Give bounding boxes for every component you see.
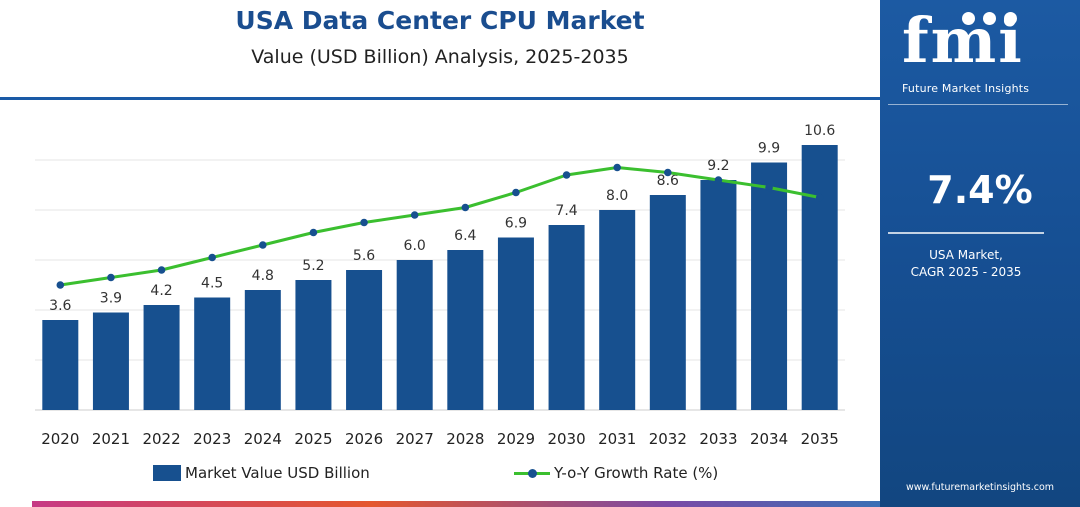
bar xyxy=(346,270,383,410)
bar-value-label: 8.0 xyxy=(606,188,628,204)
bar-value-label: 9.2 xyxy=(707,158,729,174)
bar-value-label: 4.8 xyxy=(252,268,274,284)
x-tick-label: 2028 xyxy=(446,430,484,448)
bar xyxy=(42,320,79,410)
bottom-color-strip xyxy=(32,501,880,507)
growth-rate-point xyxy=(765,183,773,192)
bar xyxy=(751,162,788,410)
bar xyxy=(143,305,180,410)
bar-value-label: 3.6 xyxy=(49,298,71,314)
logo-globe-icon xyxy=(983,12,996,25)
growth-rate-point xyxy=(107,273,115,282)
bar-value-label: 6.9 xyxy=(505,216,527,232)
growth-rate-point xyxy=(815,193,824,202)
bar xyxy=(396,260,433,410)
bar-value-label: 6.0 xyxy=(404,238,426,254)
growth-rate-line xyxy=(60,166,820,287)
growth-rate-point xyxy=(410,211,419,219)
growth-rate-point xyxy=(562,171,571,179)
growth-rate-point xyxy=(461,203,470,212)
bar-line-chart: 3.6 2020 3.9 2021 4.2 2022 4.5 2023 4.8 2024 5.2 20… xyxy=(35,123,845,448)
x-tick-label: 2033 xyxy=(699,430,737,448)
x-tick-label: 2035 xyxy=(801,430,839,448)
bar xyxy=(649,195,686,410)
bar-value-label: 7.4 xyxy=(555,203,577,219)
logo-person-icon xyxy=(962,12,975,25)
cagr-value: 7.4% xyxy=(927,168,1033,212)
bar-value-label: 8.6 xyxy=(657,173,679,189)
legend-item-line: Y-o-Y Growth Rate (%) xyxy=(514,464,718,482)
logo-icons xyxy=(962,12,1017,25)
bar xyxy=(497,237,534,410)
legend-bar-label: Market Value USD Billion xyxy=(185,464,370,482)
x-tick-label: 2031 xyxy=(598,430,636,448)
growth-rate-point xyxy=(309,228,318,237)
x-tick-label: 2027 xyxy=(396,430,434,448)
bar-value-label: 9.9 xyxy=(758,141,780,157)
bar xyxy=(599,210,636,410)
bar-value-label: 10.6 xyxy=(804,123,835,139)
growth-rate-point xyxy=(259,241,267,249)
legend-item-bar: Market Value USD Billion xyxy=(153,464,370,482)
bar-value-label: 5.2 xyxy=(302,258,324,274)
bar-value-label: 3.9 xyxy=(100,291,122,307)
website-url: www.futuremarketinsights.com xyxy=(905,482,1055,493)
x-tick-label: 2022 xyxy=(142,430,180,448)
bar-value-label: 5.6 xyxy=(353,248,375,264)
x-tick-label: 2021 xyxy=(92,430,130,448)
logo-wordmark: fmi xyxy=(902,4,1024,77)
x-tick-label: 2034 xyxy=(750,430,788,448)
bar xyxy=(194,297,231,410)
bar xyxy=(548,225,585,410)
chart-title: USA Data Center CPU Market xyxy=(235,6,645,35)
fmi-logo: fmi Future Market Insights xyxy=(902,6,1072,98)
growth-rate-point xyxy=(56,281,65,289)
x-tick-label: 2026 xyxy=(345,430,383,448)
side-panel: fmi Future Market Insights 7.4% USA Mark… xyxy=(880,0,1080,507)
x-tick-label: 2030 xyxy=(547,430,585,448)
growth-rate-point xyxy=(512,188,520,197)
bar xyxy=(447,250,484,410)
x-tick-label: 2032 xyxy=(649,430,687,448)
bar xyxy=(700,180,737,410)
chart-legend: Market Value USD Billion Y-o-Y Growth Ra… xyxy=(0,462,880,486)
bar-value-label: 4.2 xyxy=(150,283,172,299)
chart-subtitle: Value (USD Billion) Analysis, 2025-2035 xyxy=(251,46,629,68)
x-tick-label: 2023 xyxy=(193,430,231,448)
bar xyxy=(801,145,838,410)
cagr-divider xyxy=(888,232,1044,234)
growth-rate-point xyxy=(714,176,723,184)
bar-value-label: 6.4 xyxy=(454,228,476,244)
logo-divider xyxy=(888,104,1068,105)
x-tick-label: 2029 xyxy=(497,430,535,448)
x-tick-label: 2020 xyxy=(41,430,79,448)
bar xyxy=(244,290,281,410)
growth-rate-point xyxy=(613,163,621,172)
x-tick-label: 2024 xyxy=(244,430,282,448)
cagr-label-line2: CAGR 2025 - 2035 xyxy=(910,265,1022,279)
cagr-label: USA Market, CAGR 2025 - 2035 xyxy=(880,247,1052,281)
legend-line-swatch xyxy=(514,465,550,481)
growth-rate-point xyxy=(157,266,166,274)
bar xyxy=(92,312,129,410)
logo-chart-icon xyxy=(1004,12,1017,25)
bar-value-label: 4.5 xyxy=(201,276,223,292)
cagr-label-line1: USA Market, xyxy=(929,248,1003,262)
legend-line-label: Y-o-Y Growth Rate (%) xyxy=(554,464,719,482)
title-divider xyxy=(0,97,880,100)
logo-subtext: Future Market Insights xyxy=(902,82,1030,95)
growth-rate-point xyxy=(360,218,368,227)
bar xyxy=(295,280,332,410)
growth-rate-point xyxy=(208,253,216,262)
growth-rate-point xyxy=(664,168,672,177)
x-tick-label: 2025 xyxy=(294,430,332,448)
legend-bar-swatch xyxy=(153,465,181,481)
